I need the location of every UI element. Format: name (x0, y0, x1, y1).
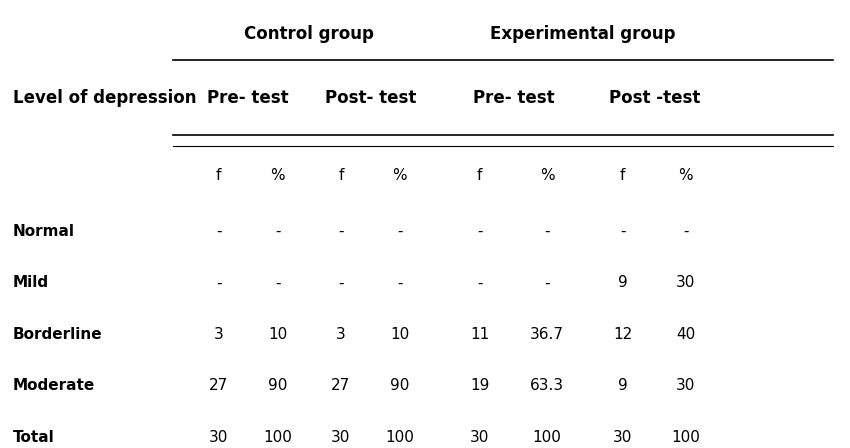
Text: %: % (270, 168, 285, 183)
Text: 30: 30 (677, 276, 695, 290)
Text: Experimental group: Experimental group (490, 25, 676, 43)
Text: 3: 3 (336, 327, 346, 342)
Text: -: - (338, 224, 343, 239)
Text: 36.7: 36.7 (530, 327, 564, 342)
Text: 10: 10 (268, 327, 287, 342)
Text: Pre- test: Pre- test (473, 90, 554, 108)
Text: 30: 30 (677, 378, 695, 393)
Text: f: f (338, 168, 343, 183)
Text: 30: 30 (470, 430, 490, 445)
Text: 30: 30 (613, 430, 632, 445)
Text: Borderline: Borderline (13, 327, 102, 342)
Text: 19: 19 (470, 378, 490, 393)
Text: -: - (683, 224, 689, 239)
Text: 11: 11 (470, 327, 490, 342)
Text: Total: Total (13, 430, 54, 445)
Text: %: % (393, 168, 407, 183)
Text: 90: 90 (268, 378, 287, 393)
Text: f: f (620, 168, 626, 183)
Text: Post -test: Post -test (609, 90, 700, 108)
Text: Moderate: Moderate (13, 378, 95, 393)
Text: -: - (544, 276, 550, 290)
Text: 100: 100 (385, 430, 414, 445)
Text: -: - (216, 276, 222, 290)
Text: Post- test: Post- test (325, 90, 416, 108)
Text: %: % (540, 168, 554, 183)
Text: Level of depression: Level of depression (13, 90, 196, 108)
Text: Normal: Normal (13, 224, 75, 239)
Text: 9: 9 (618, 276, 627, 290)
Text: 27: 27 (332, 378, 350, 393)
Text: -: - (544, 224, 550, 239)
Text: -: - (216, 224, 222, 239)
Text: -: - (275, 224, 280, 239)
Text: -: - (397, 276, 403, 290)
Text: -: - (620, 224, 626, 239)
Text: 100: 100 (533, 430, 562, 445)
Text: 9: 9 (618, 378, 627, 393)
Text: 3: 3 (214, 327, 224, 342)
Text: 90: 90 (390, 378, 410, 393)
Text: 63.3: 63.3 (530, 378, 564, 393)
Text: -: - (275, 276, 280, 290)
Text: f: f (216, 168, 222, 183)
Text: 100: 100 (672, 430, 700, 445)
Text: Mild: Mild (13, 276, 48, 290)
Text: 12: 12 (613, 327, 632, 342)
Text: 30: 30 (209, 430, 229, 445)
Text: 100: 100 (264, 430, 292, 445)
Text: %: % (678, 168, 694, 183)
Text: 27: 27 (209, 378, 229, 393)
Text: -: - (338, 276, 343, 290)
Text: -: - (397, 224, 403, 239)
Text: Pre- test: Pre- test (207, 90, 289, 108)
Text: 10: 10 (390, 327, 410, 342)
Text: -: - (477, 224, 483, 239)
Text: Control group: Control group (244, 25, 374, 43)
Text: f: f (477, 168, 483, 183)
Text: 40: 40 (677, 327, 695, 342)
Text: 30: 30 (332, 430, 350, 445)
Text: -: - (477, 276, 483, 290)
